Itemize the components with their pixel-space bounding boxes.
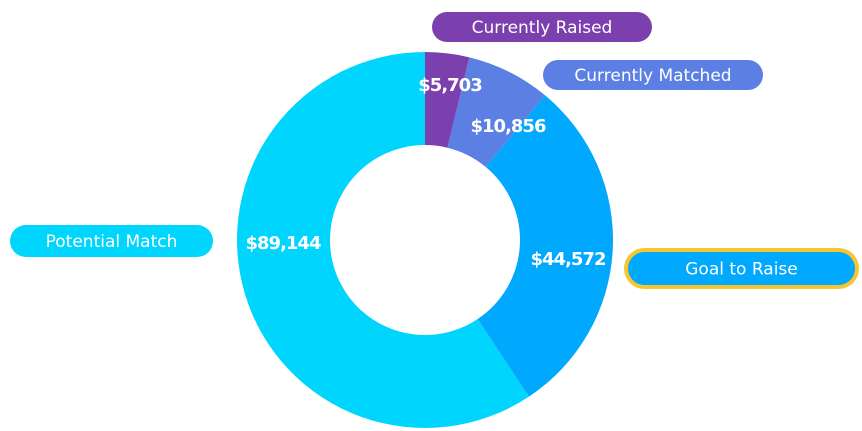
donut-segment xyxy=(447,57,546,167)
pill-label: Currently Raised xyxy=(472,18,613,38)
category-pill[interactable]: Potential Match xyxy=(10,225,213,257)
value-label: $89,144 xyxy=(246,233,321,254)
pill-label: Goal to Raise xyxy=(685,260,797,280)
value-label: $5,703 xyxy=(418,75,482,96)
donut-segment xyxy=(425,52,470,148)
pill-background xyxy=(432,12,652,42)
value-label: $44,572 xyxy=(531,249,606,270)
donut-segment xyxy=(236,52,529,428)
category-pill[interactable]: Goal to Raise xyxy=(624,248,859,289)
pill-background xyxy=(543,60,763,90)
value-label: $10,856 xyxy=(471,116,546,137)
donut-segment xyxy=(477,95,613,397)
category-pill[interactable]: Currently Matched xyxy=(543,60,763,90)
pill-background xyxy=(10,225,213,257)
pill-label: Potential Match xyxy=(46,232,178,252)
category-pill[interactable]: Currently Raised xyxy=(432,12,652,42)
pill-label: Currently Matched xyxy=(574,66,731,86)
pill-background xyxy=(628,252,855,285)
